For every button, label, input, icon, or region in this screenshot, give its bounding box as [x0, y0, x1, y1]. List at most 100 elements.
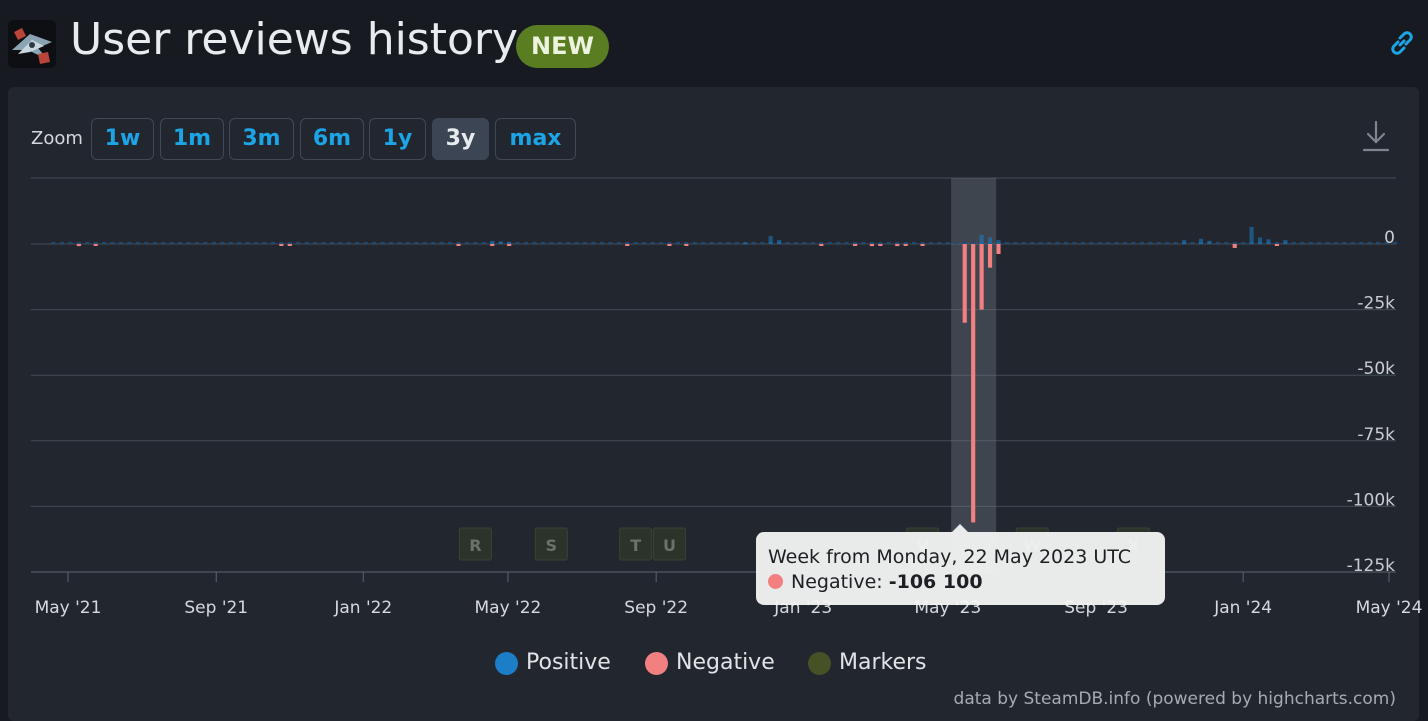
zoom-button-3m[interactable]: 3m: [229, 118, 294, 160]
baseline-bar: [1350, 242, 1355, 244]
y-tick-label: -75k: [1357, 425, 1395, 445]
baseline-bar: [473, 242, 478, 244]
marker-box: [619, 527, 653, 561]
baseline-bar: [178, 242, 183, 244]
zoom-button-3y[interactable]: 3y: [432, 118, 489, 160]
baseline-bar: [523, 242, 529, 244]
baseline-bar: [1342, 242, 1347, 244]
baseline-bar: [1291, 242, 1296, 244]
zoom-button-max[interactable]: max: [495, 118, 576, 160]
baseline-bar: [574, 242, 579, 244]
positive-bar: [987, 237, 993, 244]
negative-bar: [490, 244, 495, 246]
link-icon[interactable]: [1387, 28, 1417, 58]
baseline-bar: [1317, 242, 1322, 244]
baseline-bar: [270, 242, 275, 244]
baseline-bar: [726, 242, 731, 244]
y-tick-label: -100k: [1347, 490, 1396, 510]
baseline-bar: [161, 242, 166, 244]
positive-bar: [1266, 239, 1271, 244]
baseline-bar: [1030, 242, 1035, 244]
negative-bar: [819, 244, 824, 246]
positive-bar: [979, 234, 984, 244]
positive-bar: [1249, 226, 1254, 244]
marker-flag: U: [652, 527, 686, 561]
baseline-bar: [650, 242, 655, 244]
zoom-button-1m[interactable]: 1m: [160, 118, 224, 160]
chart-legend: Positive Negative Markers: [0, 649, 1428, 679]
positive-bar: [1283, 240, 1288, 244]
baseline-bar: [819, 242, 824, 244]
page-header: User reviews history NEW: [0, 0, 1428, 86]
baseline-bar: [1097, 242, 1102, 244]
baseline-bar: [1106, 242, 1111, 244]
baseline-bar: [1148, 242, 1153, 244]
x-tick-label: May '23: [914, 598, 981, 618]
baseline-bar: [886, 242, 891, 244]
baseline-bar: [237, 242, 242, 244]
y-tick-label: -125k: [1347, 556, 1396, 576]
legend-dot-markers: [808, 652, 831, 675]
baseline-bar: [1241, 242, 1246, 244]
baseline-bar: [1274, 242, 1279, 244]
baseline-bar: [51, 242, 56, 244]
positive-bar: [743, 242, 748, 245]
baseline-bar: [279, 242, 284, 244]
positive-bar: [768, 236, 773, 244]
baseline-bar: [110, 242, 115, 244]
marker-label: U: [663, 536, 676, 555]
x-tick-label: Sep '23: [1064, 598, 1128, 618]
chart-credits[interactable]: data by SteamDB.info (powered by highcha…: [953, 689, 1396, 709]
negative-bar: [903, 244, 908, 246]
baseline-bar: [405, 242, 410, 244]
chart-axes: 0 -25k -50k -75k -100k -125k May '21 Sep '21 Jan…: [35, 228, 1423, 618]
marker-label: S: [546, 536, 558, 555]
baseline-bar: [1038, 242, 1043, 244]
negative-bar: [895, 244, 900, 247]
baseline-bar: [422, 242, 427, 244]
baseline-bar: [262, 242, 267, 244]
baseline-bar: [1190, 242, 1195, 244]
baseline-bar: [962, 242, 967, 244]
download-icon[interactable]: [1362, 120, 1390, 152]
x-tick-label: Jan '24: [1213, 598, 1272, 618]
baseline-bar: [667, 242, 672, 244]
baseline-bar: [1367, 242, 1372, 244]
zoom-button-1w[interactable]: 1w: [91, 118, 154, 160]
baseline-bar: [557, 242, 562, 244]
y-tick-label: -25k: [1357, 294, 1395, 314]
negative-bar: [76, 244, 81, 247]
chart-bars: [51, 226, 1398, 523]
baseline-bar: [355, 242, 360, 244]
marker-label: V: [916, 536, 929, 555]
marker-flag: X: [1116, 527, 1150, 561]
baseline-bar: [1047, 242, 1052, 244]
page-title: User reviews history: [70, 14, 519, 65]
zoom-label: Zoom: [31, 128, 83, 149]
baseline-bar: [827, 242, 832, 244]
chart-panel: [8, 87, 1419, 721]
baseline-bar: [1089, 242, 1094, 244]
y-tick-label: -50k: [1357, 359, 1395, 379]
positive-bar: [498, 241, 503, 244]
baseline-bar: [245, 242, 250, 244]
baseline-bar: [1359, 242, 1364, 244]
baseline-bar: [903, 242, 908, 244]
x-tick-label: Jan '23: [773, 598, 832, 618]
marker-box: [534, 527, 568, 561]
legend-label-markers: Markers: [839, 650, 927, 675]
negative-bar: [878, 244, 883, 246]
baseline-bar: [582, 242, 588, 244]
baseline-bar: [1384, 242, 1389, 244]
zoom-button-6m[interactable]: 6m: [300, 118, 364, 160]
baseline-bar: [844, 242, 849, 244]
positive-bar: [996, 240, 1001, 244]
baseline-bar: [852, 242, 858, 244]
baseline-bar: [1055, 242, 1060, 244]
zoom-button-1y[interactable]: 1y: [369, 118, 426, 160]
chart-markers: R S T U V W X: [458, 527, 1150, 561]
negative-bar: [456, 244, 461, 246]
baseline-bar: [228, 242, 233, 244]
baseline-bar: [464, 242, 470, 244]
